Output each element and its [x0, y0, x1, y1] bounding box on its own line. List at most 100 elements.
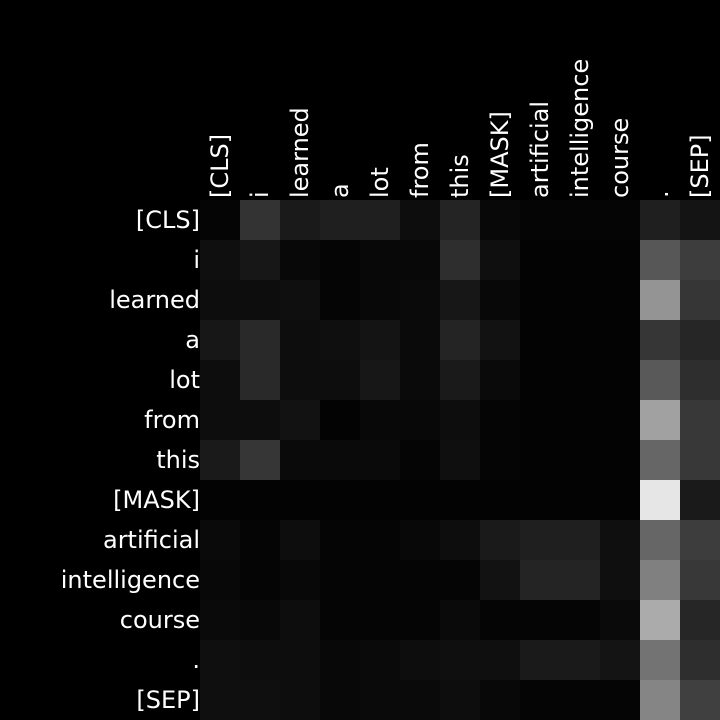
heatmap-cell — [400, 480, 440, 520]
heatmap-cell — [480, 200, 520, 240]
column-label: learned — [286, 107, 314, 198]
column-label: i — [246, 191, 274, 198]
heatmap-cell — [600, 440, 640, 480]
row-label: [MASK] — [113, 486, 200, 514]
heatmap-cell — [240, 280, 280, 320]
heatmap-cell — [560, 560, 600, 600]
heatmap-cell — [320, 440, 360, 480]
heatmap-cell — [320, 560, 360, 600]
heatmap-cell — [680, 280, 720, 320]
heatmap-cell — [400, 600, 440, 640]
heatmap-cell — [680, 440, 720, 480]
heatmap-cell — [400, 640, 440, 680]
heatmap-cell — [440, 360, 480, 400]
heatmap-cell — [560, 320, 600, 360]
heatmap-cell — [440, 240, 480, 280]
heatmap-cell — [440, 600, 480, 640]
heatmap-cell — [320, 240, 360, 280]
heatmap-cell — [440, 400, 480, 440]
heatmap-cell — [640, 440, 680, 480]
heatmap-cell — [320, 520, 360, 560]
heatmap-cell — [200, 640, 240, 680]
heatmap-cell — [520, 440, 560, 480]
row-label: intelligence — [60, 566, 200, 594]
heatmap-cell — [360, 320, 400, 360]
heatmap-cell — [360, 240, 400, 280]
heatmap-cell — [440, 280, 480, 320]
heatmap-cell — [400, 320, 440, 360]
heatmap-cell — [520, 480, 560, 520]
heatmap-cell — [560, 640, 600, 680]
heatmap-cell — [400, 520, 440, 560]
heatmap-cell — [280, 240, 320, 280]
heatmap-cell — [520, 640, 560, 680]
heatmap-cell — [240, 400, 280, 440]
heatmap-cell — [320, 320, 360, 360]
heatmap-cell — [200, 560, 240, 600]
heatmap-cell — [600, 560, 640, 600]
column-label: a — [326, 183, 354, 198]
column-label: [MASK] — [486, 111, 514, 198]
heatmap-cell — [600, 520, 640, 560]
heatmap-cell — [360, 600, 400, 640]
heatmap-cell — [280, 560, 320, 600]
heatmap-cell — [480, 320, 520, 360]
heatmap-cell — [680, 400, 720, 440]
column-label: artificial — [526, 100, 554, 198]
heatmap-cell — [640, 400, 680, 440]
heatmap-cell — [600, 320, 640, 360]
heatmap-cell — [200, 440, 240, 480]
heatmap-cell — [680, 680, 720, 720]
column-label: . — [646, 190, 674, 198]
heatmap-cell — [200, 280, 240, 320]
heatmap-cell — [360, 400, 400, 440]
heatmap-cell — [440, 440, 480, 480]
heatmap-cell — [400, 400, 440, 440]
row-label: lot — [169, 366, 200, 394]
row-label: artificial — [102, 526, 200, 554]
heatmap-cell — [640, 640, 680, 680]
heatmap-cell — [600, 600, 640, 640]
heatmap-cell — [640, 520, 680, 560]
heatmap-cell — [280, 480, 320, 520]
heatmap-cell — [200, 320, 240, 360]
heatmap-cell — [560, 360, 600, 400]
heatmap-cell — [200, 400, 240, 440]
heatmap-cell — [480, 240, 520, 280]
column-label: [SEP] — [686, 134, 714, 198]
heatmap-cell — [680, 360, 720, 400]
heatmap-cell — [680, 480, 720, 520]
row-label: this — [156, 446, 200, 474]
heatmap-cell — [280, 400, 320, 440]
heatmap-cell — [600, 280, 640, 320]
heatmap-cell — [320, 400, 360, 440]
heatmap-cell — [480, 360, 520, 400]
heatmap-cell — [480, 440, 520, 480]
heatmap-cell — [680, 640, 720, 680]
heatmap-cell — [320, 640, 360, 680]
heatmap-cell — [280, 600, 320, 640]
heatmap-cell — [680, 200, 720, 240]
column-label: intelligence — [566, 58, 594, 198]
heatmap-cell — [320, 200, 360, 240]
heatmap-cell — [240, 320, 280, 360]
heatmap-cell — [280, 200, 320, 240]
heatmap-cell — [680, 600, 720, 640]
heatmap-cell — [440, 320, 480, 360]
heatmap-cell — [200, 480, 240, 520]
heatmap-cell — [520, 560, 560, 600]
heatmap-cell — [440, 520, 480, 560]
heatmap-cell — [200, 200, 240, 240]
row-label: from — [144, 406, 200, 434]
heatmap-cell — [480, 560, 520, 600]
heatmap-cell — [520, 520, 560, 560]
heatmap-cell — [360, 440, 400, 480]
heatmap-cell — [640, 560, 680, 600]
heatmap-cell — [600, 240, 640, 280]
heatmap-cell — [640, 320, 680, 360]
heatmap-cell — [240, 200, 280, 240]
row-label: . — [192, 646, 200, 674]
heatmap-cell — [400, 200, 440, 240]
